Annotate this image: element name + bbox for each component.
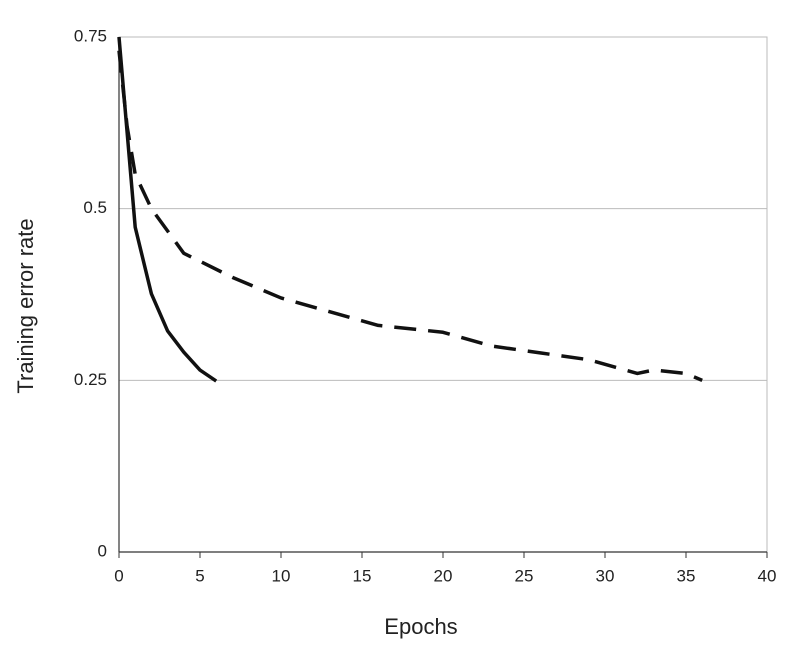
x-tick-label: 25 [515, 566, 534, 585]
x-tick-label: 5 [195, 566, 204, 585]
y-tick-label: 0 [98, 541, 107, 560]
x-tick-label: 0 [114, 566, 123, 585]
x-tick-label: 30 [596, 566, 615, 585]
y-tick-label: 0.25 [74, 370, 107, 389]
x-tick-label: 40 [758, 566, 777, 585]
x-tick-label: 20 [434, 566, 453, 585]
y-tick-label: 0.75 [74, 26, 107, 45]
y-tick-label: 0.5 [83, 198, 107, 217]
y-axis-title: Training error rate [13, 218, 38, 393]
series-line [117, 50, 703, 382]
series-line [117, 36, 218, 383]
plot-frame [118, 36, 768, 553]
x-tick-label: 15 [353, 566, 372, 585]
x-tick-label: 35 [677, 566, 696, 585]
x-tick-label: 10 [272, 566, 291, 585]
x-axis-title: Epochs [384, 614, 457, 639]
